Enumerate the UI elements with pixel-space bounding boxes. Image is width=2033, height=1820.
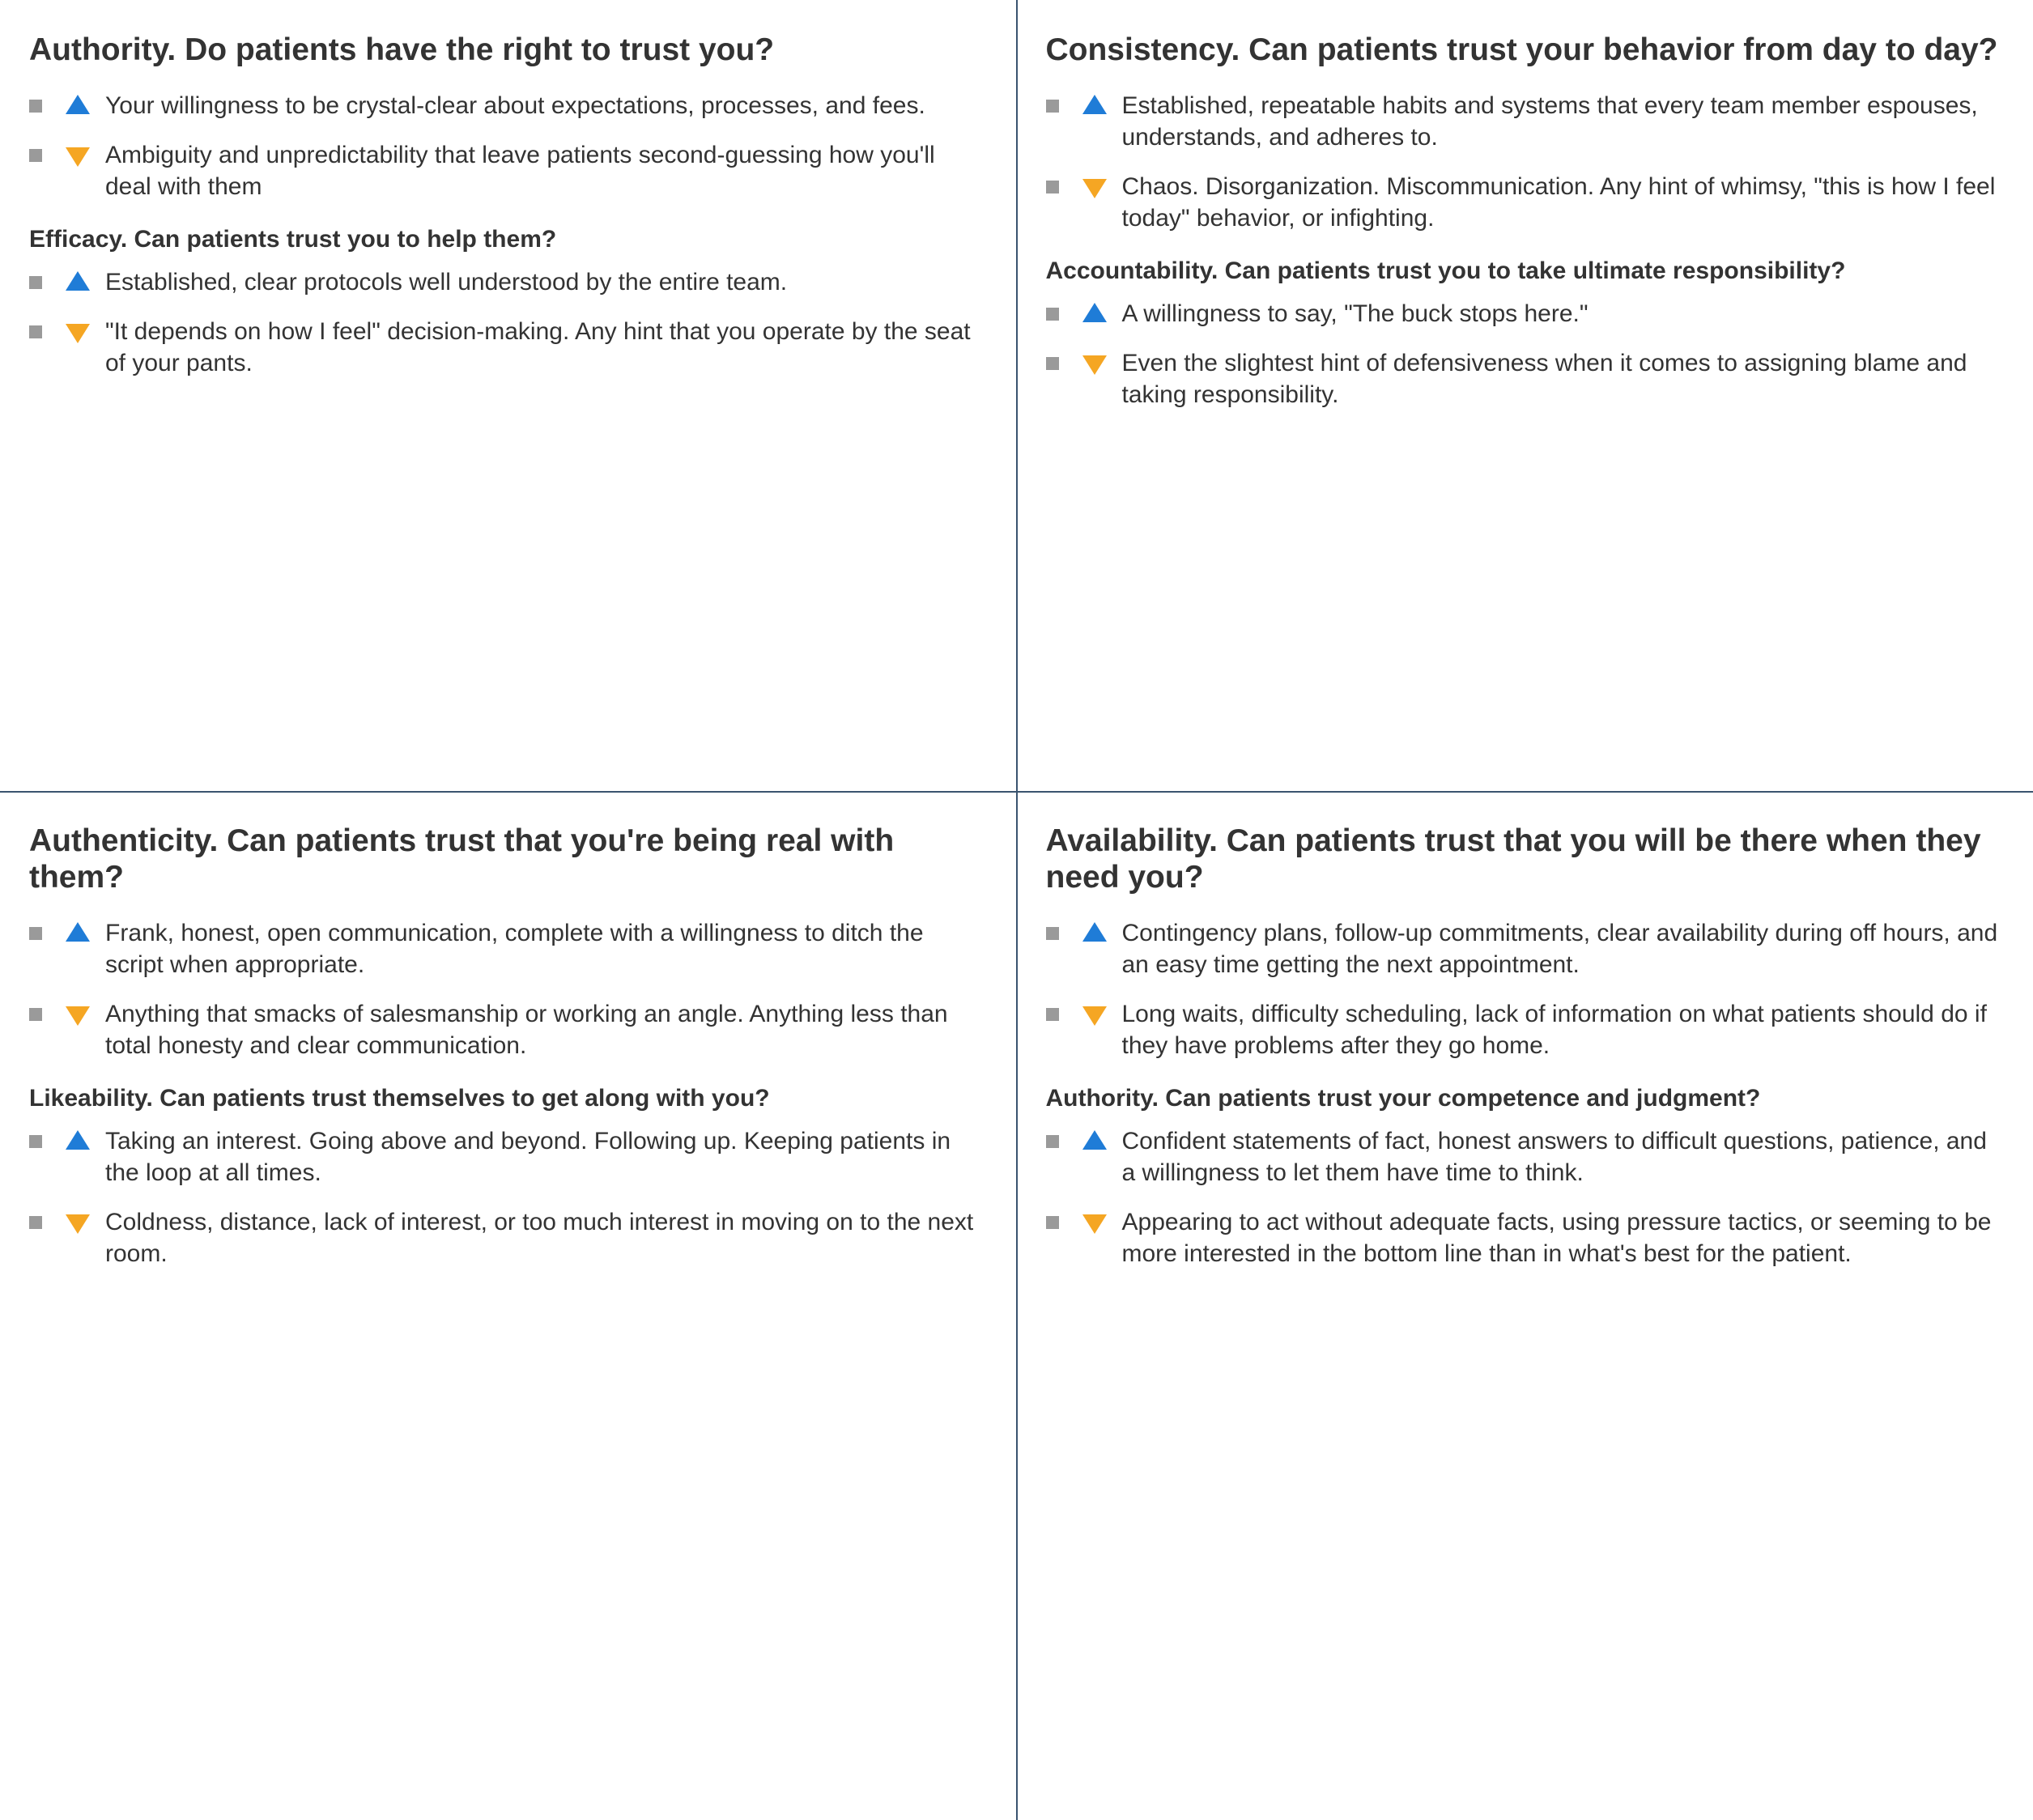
info-row: Taking an interest. Going above and beyo… — [29, 1125, 985, 1189]
info-row: A willingness to say, "The buck stops he… — [1046, 298, 2001, 330]
triangle-up-icon — [65, 1130, 91, 1150]
triangle-up-icon — [65, 95, 91, 114]
triangle-down-icon — [1082, 1211, 1108, 1234]
info-row: Coldness, distance, lack of interest, or… — [29, 1206, 985, 1269]
quadrant-cell: Authority. Do patients have the right to… — [0, 0, 1017, 791]
bullet-icon — [1046, 181, 1059, 193]
info-text: Confident statements of fact, honest ans… — [1122, 1125, 2001, 1189]
cell-title: Authority. Do patients have the right to… — [29, 32, 985, 69]
info-text: A willingness to say, "The buck stops he… — [1122, 298, 2001, 330]
info-text: Coldness, distance, lack of interest, or… — [105, 1206, 985, 1269]
info-text: Established, repeatable habits and syste… — [1122, 90, 2001, 153]
info-text: Long waits, difficulty scheduling, lack … — [1122, 998, 2001, 1061]
info-text: Ambiguity and unpredictability that leav… — [105, 139, 985, 202]
info-row: "It depends on how I feel" decision-maki… — [29, 316, 985, 379]
info-text: Appearing to act without adequate facts,… — [1122, 1206, 2001, 1269]
bullet-icon — [29, 276, 42, 289]
horizontal-separator — [0, 791, 2033, 793]
info-text: Taking an interest. Going above and beyo… — [105, 1125, 985, 1189]
bullet-icon — [1046, 308, 1059, 321]
bullet-icon — [29, 1008, 42, 1021]
info-text: Established, clear protocols well unders… — [105, 266, 985, 298]
triangle-down-icon — [1082, 176, 1108, 198]
info-row: Confident statements of fact, honest ans… — [1046, 1125, 2001, 1189]
info-row: Your willingness to be crystal-clear abo… — [29, 90, 985, 121]
triangle-up-icon — [65, 271, 91, 291]
triangle-down-icon — [65, 1003, 91, 1026]
info-text: Anything that smacks of salesmanship or … — [105, 998, 985, 1061]
quadrant-cell: Authenticity. Can patients trust that yo… — [0, 791, 1017, 1820]
block-subtitle: Efficacy. Can patients trust you to help… — [29, 223, 985, 255]
info-text: Contingency plans, follow-up commitments… — [1122, 917, 2001, 980]
bullet-icon — [1046, 357, 1059, 370]
vertical-separator — [1016, 0, 1018, 1820]
block-subtitle: Authority. Can patients trust your compe… — [1046, 1082, 2001, 1114]
bullet-icon — [29, 325, 42, 338]
triangle-up-icon — [65, 922, 91, 942]
triangle-down-icon — [1082, 352, 1108, 375]
bullet-icon — [1046, 1135, 1059, 1148]
info-row: Even the slightest hint of defensiveness… — [1046, 347, 2001, 410]
bullet-icon — [29, 100, 42, 113]
block-subtitle: Accountability. Can patients trust you t… — [1046, 255, 2001, 287]
cell-title: Consistency. Can patients trust your beh… — [1046, 32, 2001, 69]
triangle-up-icon — [1082, 922, 1108, 942]
info-row: Established, clear protocols well unders… — [29, 266, 985, 298]
bullet-icon — [29, 927, 42, 940]
info-text: Frank, honest, open communication, compl… — [105, 917, 985, 980]
bullet-icon — [1046, 1008, 1059, 1021]
info-row: Ambiguity and unpredictability that leav… — [29, 139, 985, 202]
bullet-icon — [1046, 927, 1059, 940]
quadrant-cell: Availability. Can patients trust that yo… — [1017, 791, 2033, 1820]
info-row: Appearing to act without adequate facts,… — [1046, 1206, 2001, 1269]
info-row: Anything that smacks of salesmanship or … — [29, 998, 985, 1061]
triangle-down-icon — [1082, 1003, 1108, 1026]
info-text: Even the slightest hint of defensiveness… — [1122, 347, 2001, 410]
info-row: Contingency plans, follow-up commitments… — [1046, 917, 2001, 980]
info-text: Your willingness to be crystal-clear abo… — [105, 90, 985, 121]
triangle-up-icon — [1082, 1130, 1108, 1150]
quadrant-cell: Consistency. Can patients trust your beh… — [1017, 0, 2033, 791]
cell-title: Authenticity. Can patients trust that yo… — [29, 823, 985, 896]
info-text: Chaos. Disorganization. Miscommunication… — [1122, 171, 2001, 234]
triangle-up-icon — [1082, 95, 1108, 114]
block-subtitle: Likeability. Can patients trust themselv… — [29, 1082, 985, 1114]
triangle-down-icon — [65, 144, 91, 167]
triangle-up-icon — [1082, 303, 1108, 322]
info-row: Frank, honest, open communication, compl… — [29, 917, 985, 980]
info-row: Established, repeatable habits and syste… — [1046, 90, 2001, 153]
info-row: Long waits, difficulty scheduling, lack … — [1046, 998, 2001, 1061]
triangle-down-icon — [65, 321, 91, 343]
info-text: "It depends on how I feel" decision-maki… — [105, 316, 985, 379]
bullet-icon — [1046, 1216, 1059, 1229]
bullet-icon — [29, 1135, 42, 1148]
info-row: Chaos. Disorganization. Miscommunication… — [1046, 171, 2001, 234]
bullet-icon — [29, 149, 42, 162]
triangle-down-icon — [65, 1211, 91, 1234]
cell-title: Availability. Can patients trust that yo… — [1046, 823, 2001, 896]
bullet-icon — [29, 1216, 42, 1229]
bullet-icon — [1046, 100, 1059, 113]
